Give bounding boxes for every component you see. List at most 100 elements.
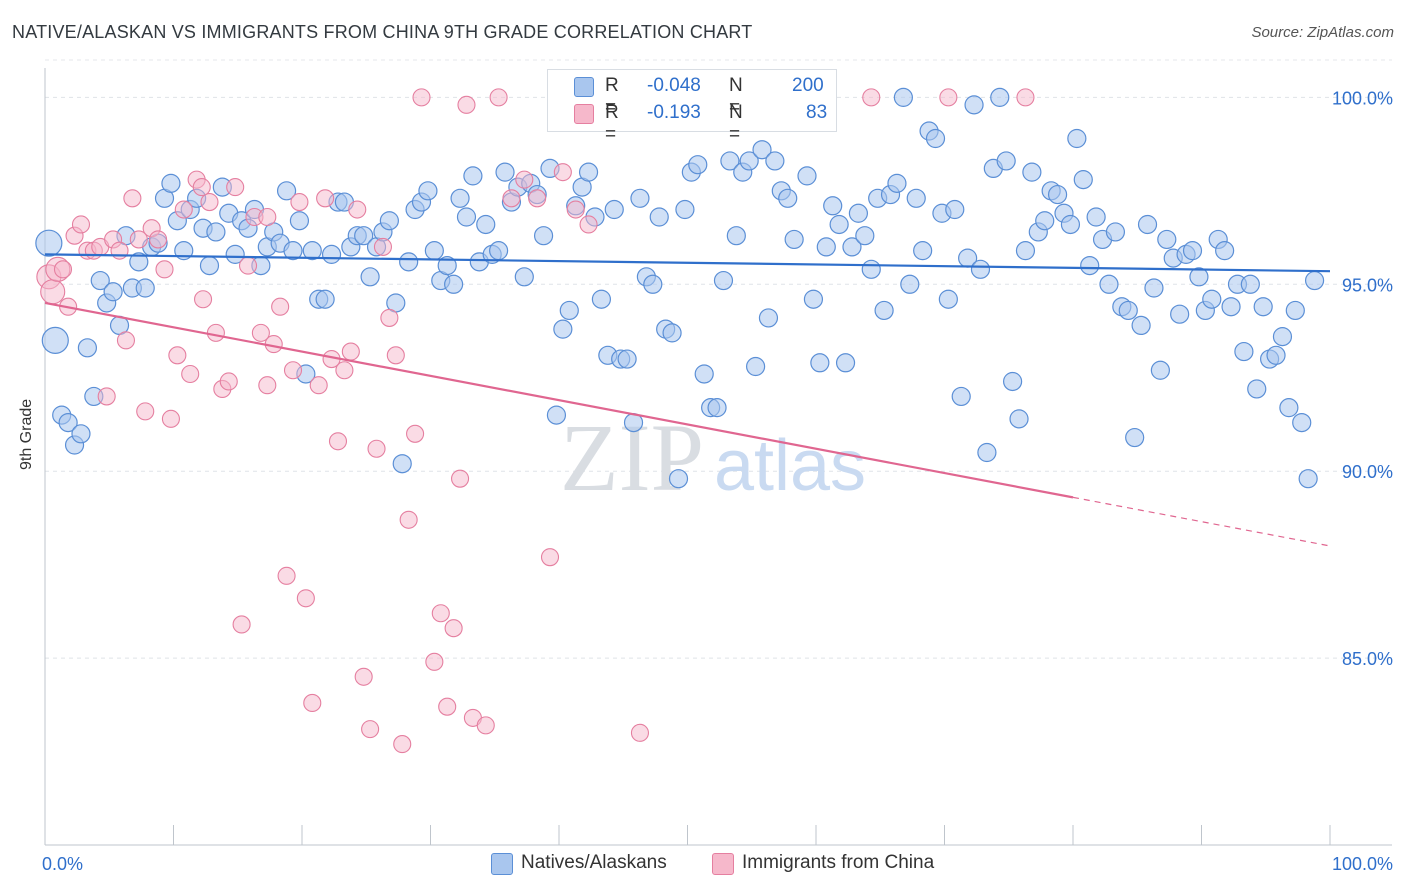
point-natives	[1253, 297, 1273, 317]
point-natives	[1035, 211, 1055, 231]
point-china	[192, 178, 211, 197]
point-natives	[900, 274, 920, 294]
point-natives	[1137, 214, 1158, 235]
point-china	[476, 716, 495, 735]
point-natives	[668, 469, 689, 489]
point-natives	[546, 405, 567, 425]
legend-n-label: N =	[729, 102, 743, 145]
point-china	[71, 215, 91, 234]
point-china	[630, 723, 650, 742]
point-natives	[90, 270, 110, 291]
point-china	[53, 260, 73, 279]
point-natives	[58, 412, 78, 433]
point-natives	[694, 364, 714, 384]
point-natives	[964, 95, 984, 115]
point-natives	[444, 274, 464, 294]
point-natives	[1086, 207, 1106, 227]
y-tick-label: 95.0%	[1342, 275, 1393, 295]
point-natives	[758, 308, 779, 328]
point-china	[258, 207, 277, 227]
point-natives	[489, 241, 509, 261]
point-china	[290, 192, 309, 212]
stats-legend: R = -0.048 N = 200 R = -0.193 N = 83	[547, 69, 837, 145]
point-natives	[1015, 241, 1036, 261]
point-natives	[225, 244, 245, 264]
point-natives	[1047, 184, 1068, 205]
point-china	[348, 200, 367, 219]
point-china	[200, 192, 219, 212]
point-natives	[1304, 270, 1325, 291]
point-natives	[746, 356, 766, 377]
point-china	[149, 230, 168, 249]
point-china	[399, 510, 418, 529]
point-china	[251, 323, 270, 342]
point-china	[258, 376, 277, 395]
point-natives	[855, 226, 875, 246]
point-natives	[1279, 398, 1299, 418]
point-natives	[450, 188, 470, 208]
point-natives	[617, 349, 637, 369]
legend-swatch-china	[712, 853, 734, 875]
point-natives	[1022, 162, 1042, 182]
point-natives	[823, 196, 843, 216]
point-natives	[276, 181, 297, 201]
point-natives	[379, 211, 399, 231]
point-china	[431, 604, 450, 623]
point-china	[515, 170, 534, 189]
point-china	[174, 200, 193, 219]
point-natives	[283, 241, 303, 261]
point-natives	[1285, 300, 1305, 321]
point-natives	[206, 222, 226, 242]
point-china	[373, 237, 393, 256]
tick-labels: 85.0% 90.0% 95.0% 100.0% 0.0% 100.0%	[42, 88, 1393, 874]
y-tick-label: 100.0%	[1332, 88, 1393, 108]
point-china	[116, 331, 136, 350]
point-natives	[1266, 345, 1286, 365]
point-natives	[1125, 427, 1145, 448]
point-natives	[1003, 371, 1023, 392]
point-natives	[1215, 241, 1235, 261]
point-natives	[778, 188, 798, 208]
point-china	[444, 619, 463, 638]
point-natives	[418, 181, 438, 201]
trend-natives	[44, 253, 1331, 273]
point-natives	[77, 338, 98, 358]
point-natives	[514, 267, 534, 287]
point-natives	[463, 166, 483, 186]
point-china	[277, 566, 296, 585]
point-china	[412, 88, 431, 107]
point-natives	[135, 278, 155, 298]
point-natives	[1247, 379, 1267, 399]
point-china	[232, 615, 251, 634]
axes	[44, 68, 1392, 846]
point-china	[367, 439, 386, 458]
point-natives	[1292, 412, 1312, 433]
point-natives	[103, 282, 123, 302]
y-tick-label: 85.0%	[1342, 649, 1393, 669]
point-natives	[1240, 274, 1260, 294]
point-natives	[662, 323, 682, 343]
legend-label-china: Immigrants from China	[742, 852, 935, 873]
y-axis-label: 9th Grade	[18, 398, 35, 470]
point-natives	[996, 151, 1016, 171]
point-natives	[874, 300, 894, 321]
point-natives	[71, 424, 91, 444]
series-natives-points	[35, 87, 1325, 489]
point-natives	[913, 241, 933, 261]
legend-r-label: R =	[605, 102, 619, 145]
legend-swatch-natives	[491, 853, 513, 875]
point-natives	[1150, 360, 1170, 380]
point-natives	[1080, 255, 1100, 276]
point-china	[335, 361, 354, 380]
point-china	[181, 364, 200, 384]
legend-swatch-natives	[574, 77, 594, 97]
point-china	[425, 652, 444, 671]
watermark-atlas: atlas	[714, 426, 866, 506]
legend-r-value: -0.193	[647, 102, 701, 123]
gridlines	[45, 59, 1392, 659]
point-china	[939, 88, 958, 107]
point-natives	[726, 226, 746, 246]
point-natives	[1009, 409, 1029, 429]
point-china	[393, 735, 412, 754]
point-china	[40, 279, 66, 305]
